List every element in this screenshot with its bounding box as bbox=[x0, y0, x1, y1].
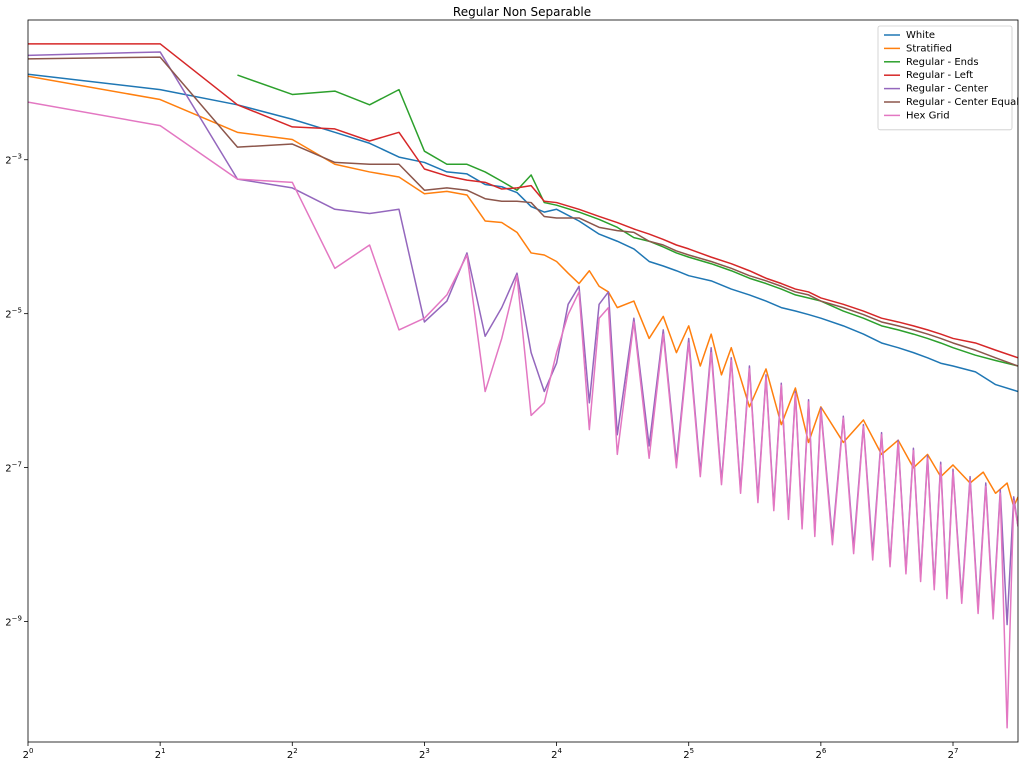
x-tick-label-1: 21 bbox=[155, 747, 166, 761]
x-tick-label-5: 25 bbox=[683, 747, 694, 761]
legend-label-3: Regular - Left bbox=[906, 70, 973, 81]
chart-title: Regular Non Separable bbox=[453, 5, 591, 19]
legend-label-6: Hex Grid bbox=[906, 110, 950, 121]
y-tick-exponent-2: −7 bbox=[12, 461, 22, 469]
x-tick-exponent-6: 6 bbox=[822, 747, 827, 755]
y-tick-base-3: 2 bbox=[5, 618, 11, 629]
x-tick-base-5: 2 bbox=[683, 750, 689, 761]
y-tick-label-0: 2−3 bbox=[5, 153, 22, 167]
x-tick-base-1: 2 bbox=[155, 750, 161, 761]
legend-label-4: Regular - Center bbox=[906, 84, 989, 95]
x-tick-label-2: 22 bbox=[287, 747, 298, 761]
x-tick-base-3: 2 bbox=[419, 750, 425, 761]
y-tick-base-1: 2 bbox=[5, 310, 11, 321]
series-line-1 bbox=[28, 75, 1018, 508]
x-tick-label-3: 23 bbox=[419, 747, 430, 761]
legend-label-0: White bbox=[906, 30, 935, 41]
series-line-6 bbox=[28, 101, 1018, 729]
x-tick-label-6: 26 bbox=[815, 747, 826, 761]
x-tick-exponent-7: 7 bbox=[954, 747, 958, 755]
x-tick-label-7: 27 bbox=[948, 747, 959, 761]
series-line-3 bbox=[28, 43, 1018, 359]
y-tick-base-2: 2 bbox=[5, 464, 11, 475]
y-tick-base-0: 2 bbox=[5, 156, 11, 167]
legend-box bbox=[877, 25, 1013, 131]
x-tick-exponent-1: 1 bbox=[161, 747, 165, 755]
y-tick-label-1: 2−5 bbox=[5, 307, 22, 321]
x-tick-label-0: 20 bbox=[23, 747, 34, 761]
y-tick-exponent-1: −5 bbox=[12, 307, 22, 315]
x-tick-base-2: 2 bbox=[287, 750, 293, 761]
y-tick-label-3: 2−9 bbox=[5, 615, 22, 629]
plot-area-frame bbox=[27, 19, 1019, 743]
series-line-5 bbox=[28, 56, 1018, 367]
y-tick-exponent-3: −9 bbox=[12, 615, 22, 623]
x-tick-exponent-2: 2 bbox=[293, 747, 297, 755]
legend-label-1: Stratified bbox=[906, 43, 952, 54]
legend-label-5: Regular - Center Equal bbox=[906, 97, 1019, 108]
x-tick-label-4: 24 bbox=[551, 747, 562, 761]
y-tick-exponent-0: −3 bbox=[12, 153, 22, 161]
x-tick-exponent-0: 0 bbox=[29, 747, 33, 755]
y-tick-label-2: 2−7 bbox=[5, 461, 22, 475]
x-tick-base-6: 2 bbox=[815, 750, 821, 761]
x-tick-exponent-5: 5 bbox=[690, 747, 694, 755]
x-tick-base-4: 2 bbox=[551, 750, 557, 761]
x-tick-exponent-3: 3 bbox=[425, 747, 429, 755]
legend: White Stratified Regular - Ends Regular - L… bbox=[877, 25, 1019, 131]
series-lines bbox=[28, 43, 1018, 729]
x-tick-base-0: 2 bbox=[23, 750, 29, 761]
legend-label-2: Regular - Ends bbox=[906, 57, 979, 68]
x-tick-exponent-4: 4 bbox=[558, 747, 563, 755]
series-line-0 bbox=[28, 73, 1018, 393]
y-axis: 2−32−52−72−9 bbox=[5, 153, 28, 629]
x-axis: 20 21 22 23 24 25 26 27 bbox=[23, 742, 959, 761]
series-line-2 bbox=[237, 74, 1018, 367]
x-tick-base-7: 2 bbox=[948, 750, 954, 761]
